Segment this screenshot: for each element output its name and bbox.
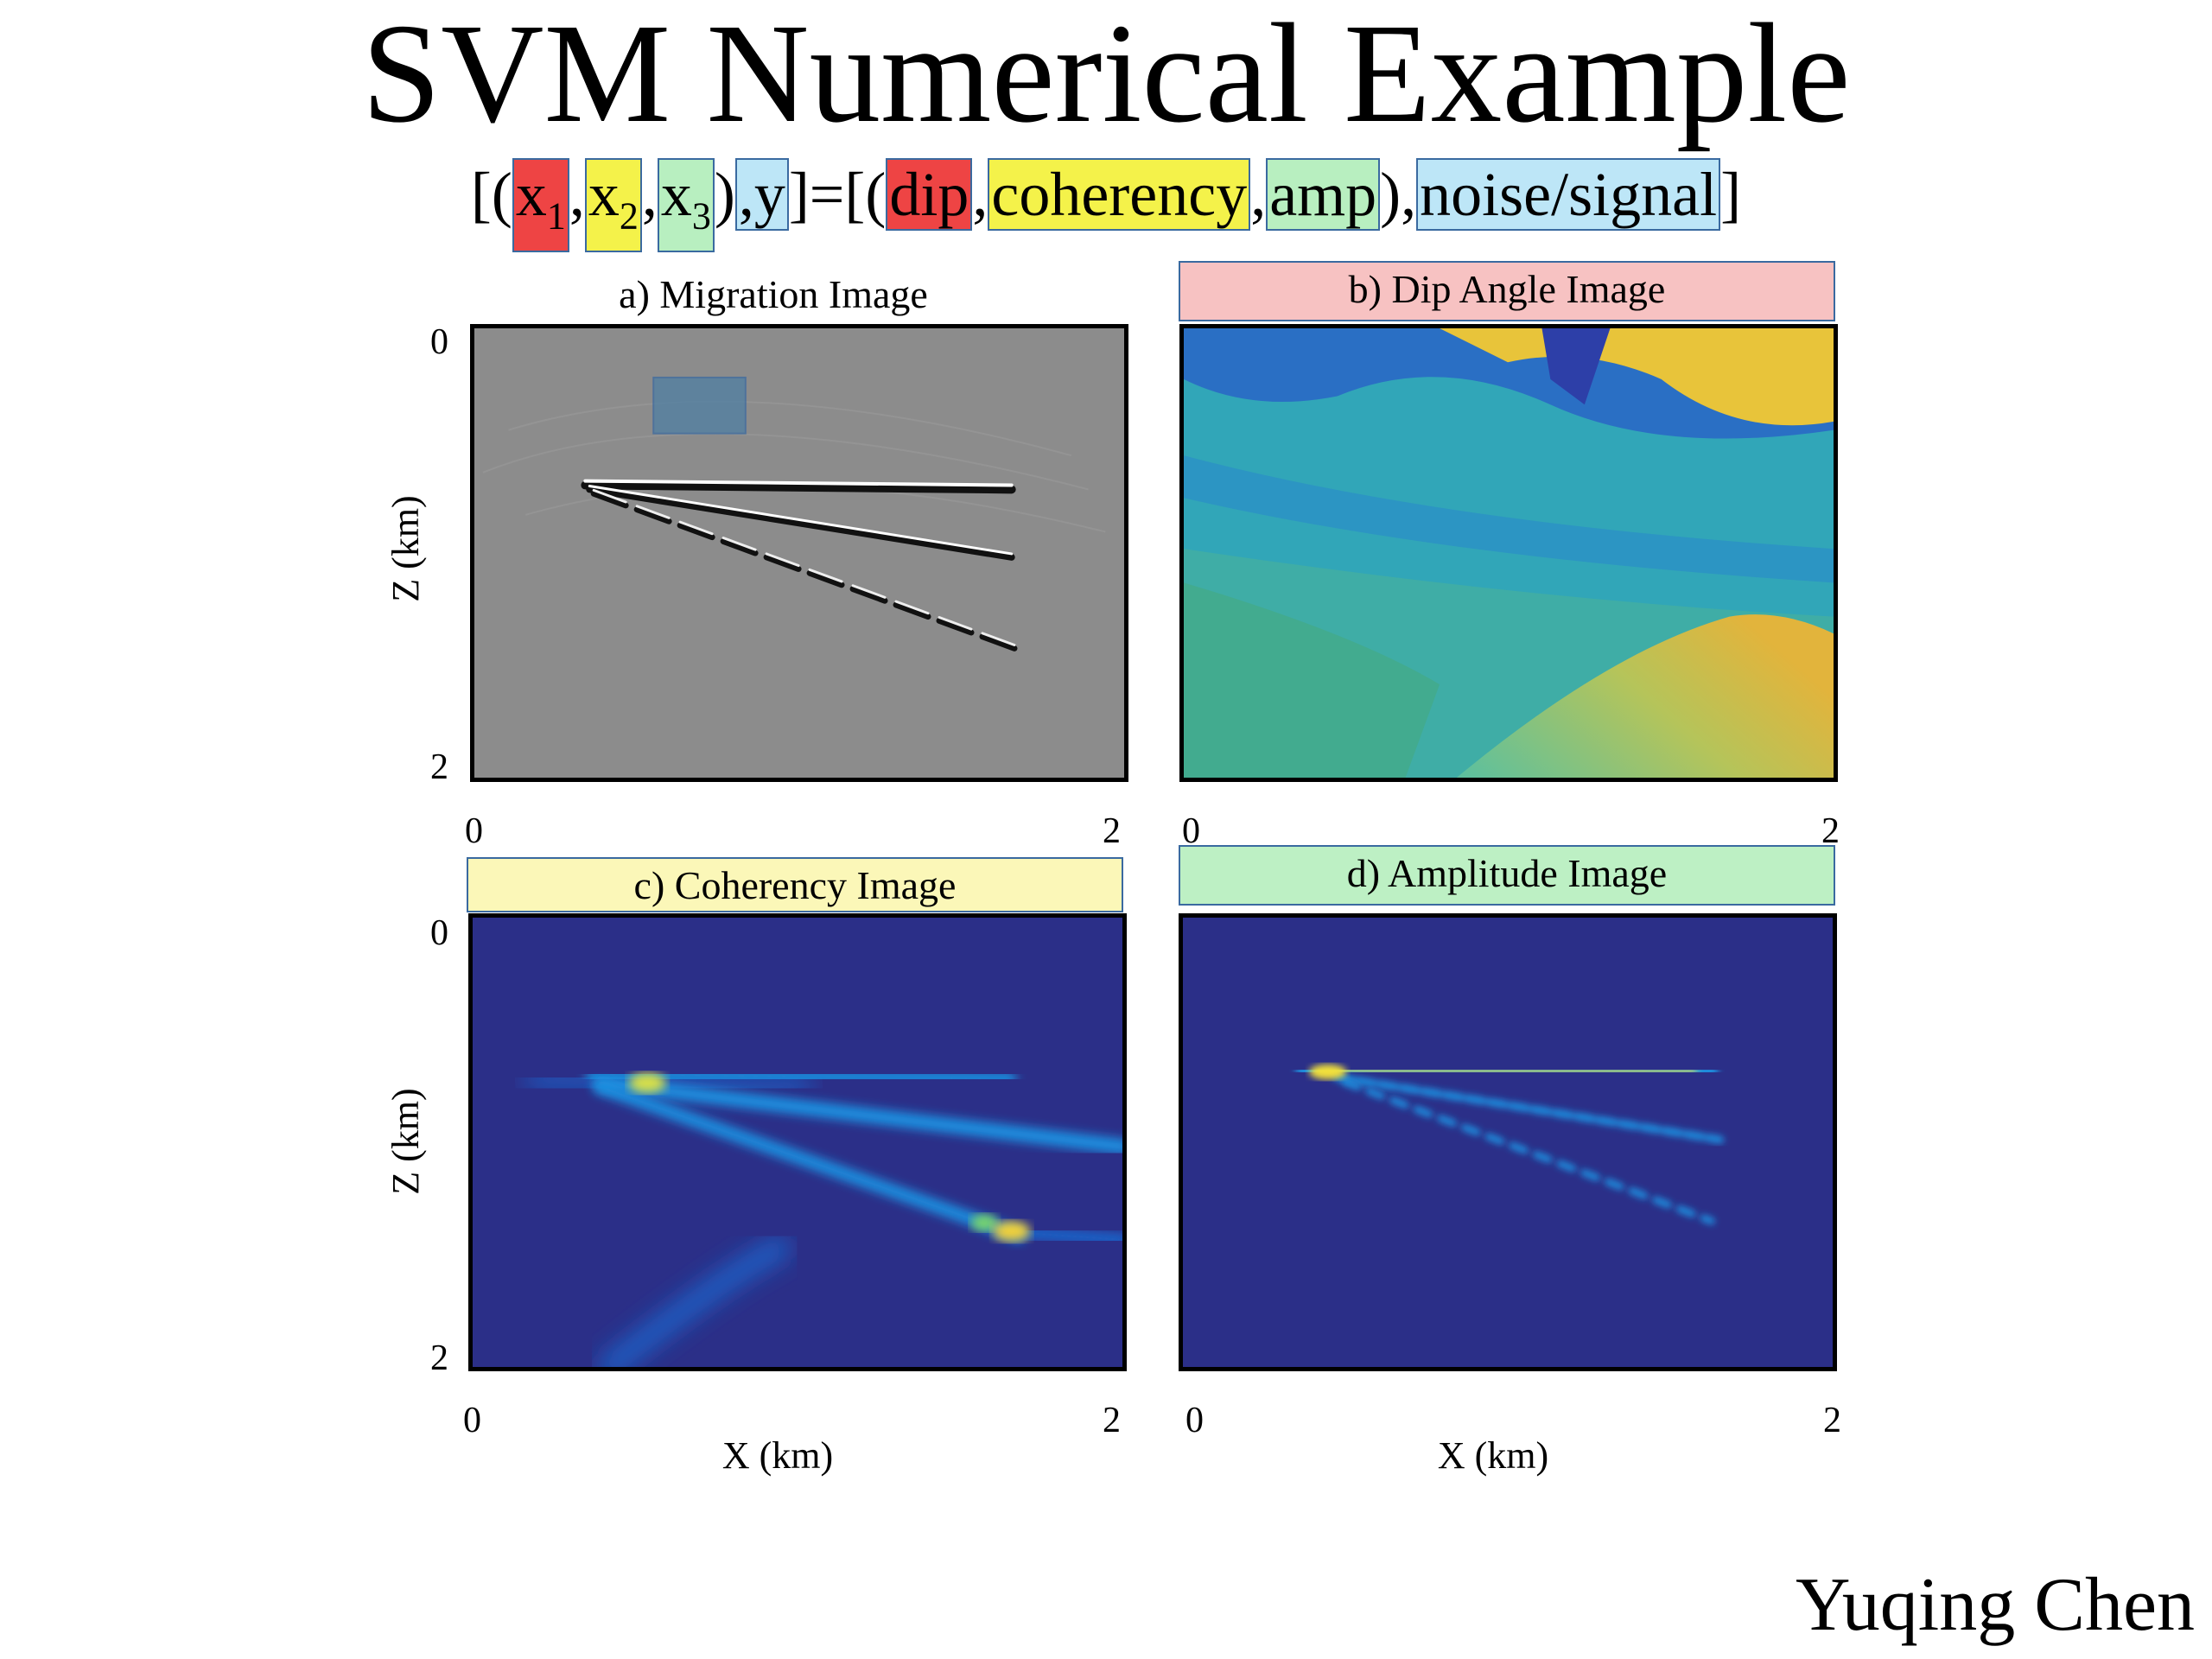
amplitude-image-plot <box>1179 913 1837 1371</box>
panel-d-x-left: 0 <box>1185 1401 1204 1440</box>
formula-y: ,y <box>734 158 789 231</box>
panel-c-xlabel: X (km) <box>721 1434 834 1477</box>
migration-image-graphic <box>482 376 1106 654</box>
formula-x2: x2 <box>584 158 642 253</box>
panel-c-y-top: 0 <box>430 913 448 953</box>
panel-c-title: c) Coherency Image <box>467 857 1123 912</box>
panel-b-x-left: 0 <box>1182 811 1200 851</box>
formula-sep1: , <box>569 160 585 229</box>
panel-a-ylabel: Z (km) <box>385 495 427 602</box>
formula-x3-var: x <box>660 160 692 229</box>
coherency-image-plot <box>468 913 1127 1371</box>
formula-open: [( <box>470 160 512 229</box>
author-name: Yuqing Chen <box>1796 1563 2195 1647</box>
formula-x3-sub: 3 <box>691 194 711 238</box>
panel-a-y-bottom: 2 <box>430 747 448 787</box>
migration-image-plot <box>470 324 1128 782</box>
formula-sep5: , <box>1250 160 1267 229</box>
coherency-image-graphic <box>524 1061 1122 1367</box>
dip-angle-image-plot <box>1179 324 1838 782</box>
formula-amp: amp <box>1266 158 1381 231</box>
feature-formula: [(x1,x2,x3),y]=[(dip,coherency,amp),nois… <box>0 156 2212 253</box>
formula-close: ] <box>1720 160 1742 229</box>
formula-x2-var: x <box>588 160 620 229</box>
formula-coherency: coherency <box>988 158 1251 231</box>
panel-c-y-bottom: 2 <box>430 1338 448 1378</box>
formula-equals: ]=[( <box>788 160 887 229</box>
formula-sep6: ), <box>1380 160 1417 229</box>
panel-a-y-top: 0 <box>430 322 448 362</box>
amplitude-image-graphic <box>1295 1063 1725 1225</box>
formula-x2-sub: 2 <box>619 194 639 238</box>
formula-dip: dip <box>886 158 973 231</box>
panel-b-title: b) Dip Angle Image <box>1179 261 1835 321</box>
formula-x1-sub: 1 <box>546 194 566 238</box>
panel-b-x-right: 2 <box>1821 811 1840 851</box>
panel-c-x-right: 2 <box>1103 1401 1121 1440</box>
dip-angle-image-graphic <box>1184 328 1834 778</box>
panel-a-x-right: 2 <box>1103 811 1121 851</box>
panel-a-x-left: 0 <box>465 811 483 851</box>
formula-x1-var: x <box>515 160 547 229</box>
formula-sep4: , <box>972 160 988 229</box>
panel-a-title: a) Migration Image <box>619 272 928 316</box>
panel-c-ylabel: Z (km) <box>385 1088 427 1195</box>
panel-c-x-left: 0 <box>463 1401 481 1440</box>
panel-d-xlabel: X (km) <box>1437 1434 1549 1477</box>
formula-x1: x1 <box>512 158 569 253</box>
formula-sep3: ) <box>714 160 735 229</box>
formula-sep2: , <box>641 160 658 229</box>
slide-title: SVM Numerical Example <box>361 0 1851 152</box>
panel-d-x-right: 2 <box>1823 1401 1841 1440</box>
formula-noise-signal: noise/signal <box>1416 158 1721 231</box>
panel-d-title: d) Amplitude Image <box>1179 845 1835 906</box>
formula-x3: x3 <box>657 158 715 253</box>
